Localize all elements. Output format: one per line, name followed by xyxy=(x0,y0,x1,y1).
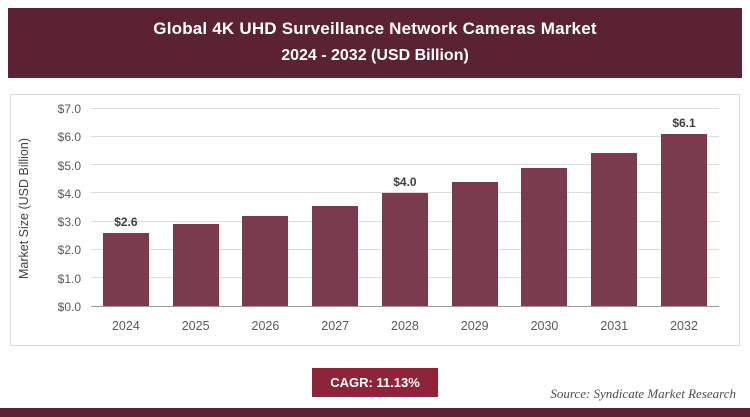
bar-value-label: $4.0 xyxy=(393,175,417,190)
bar-value-label: $6.1 xyxy=(672,116,696,131)
bar-2029 xyxy=(451,182,498,306)
plot-area: $2.6 $4.0 $6.1 xyxy=(91,108,719,307)
x-tick-label-2028: 2028 xyxy=(391,319,419,333)
bottom-accent-bar xyxy=(0,408,750,417)
x-tick-label-2024: 2024 xyxy=(111,319,140,333)
bar-2030 xyxy=(521,168,568,306)
bar-group-2026 xyxy=(242,109,289,306)
bar-2024 xyxy=(102,232,149,306)
bar-group-2027 xyxy=(312,109,359,306)
y-tick-label: $4.0 xyxy=(57,186,81,201)
y-tick-label: $0.0 xyxy=(57,300,81,314)
chart-header: Global 4K UHD Surveillance Network Camer… xyxy=(8,8,742,78)
chart-container: Market Size (USD Billion) $0.0 $1.0 $2.0 $3… xyxy=(10,94,740,346)
gridline xyxy=(91,136,719,138)
gridline xyxy=(91,164,719,166)
bar-group-2032: $6.1 xyxy=(661,109,707,306)
bar-2026 xyxy=(242,215,289,306)
bar-2025 xyxy=(172,224,219,306)
y-axis-ticks: $0.0 $1.0 $2.0 $3.0 $4.0 $5.0 $6.0 $7.0 xyxy=(45,102,85,314)
gridline xyxy=(91,192,719,194)
bar-2027 xyxy=(312,206,359,306)
x-tick-label-2030: 2030 xyxy=(530,319,559,333)
x-tick-label-2032: 2032 xyxy=(670,319,698,333)
x-tick-label-2029: 2029 xyxy=(460,319,489,333)
bar-group-2024: $2.6 xyxy=(102,109,149,306)
y-tick-label: $1.0 xyxy=(57,271,81,286)
y-axis-title: Market Size (USD Billion) xyxy=(17,137,31,279)
bars-group: $2.6 $4.0 $6.1 xyxy=(91,109,719,306)
bar-group-2029 xyxy=(451,109,498,306)
x-tick-label-2031: 2031 xyxy=(600,319,629,333)
bar-2032 xyxy=(661,134,707,306)
bar-group-2028: $4.0 xyxy=(381,109,428,306)
bar-group-2031 xyxy=(591,109,638,306)
y-tick-label: $3.0 xyxy=(57,215,81,230)
x-tick-label-2027: 2027 xyxy=(321,319,350,333)
cagr-badge: CAGR: 11.13% xyxy=(312,368,438,397)
source-text: Source: Syndicate Market Research xyxy=(550,386,736,401)
y-tick-label: $7.0 xyxy=(57,102,81,116)
chart-title: Global 4K UHD Surveillance Network Camer… xyxy=(153,19,597,38)
x-tick-label-2025: 2025 xyxy=(181,319,210,333)
gridline xyxy=(91,108,719,109)
bar-2031 xyxy=(591,152,638,306)
chart-subtitle: 2024 - 2032 (USD Billion) xyxy=(281,47,469,64)
y-tick-label: $2.0 xyxy=(57,243,81,258)
chart-footer: CAGR: 11.13% Source: Syndicate Market Re… xyxy=(0,368,750,404)
bar-group-2030 xyxy=(521,109,568,306)
y-tick-label: $6.0 xyxy=(57,130,81,145)
bar-value-label: $2.6 xyxy=(114,214,138,229)
bar-group-2025 xyxy=(172,109,219,306)
bar-2028 xyxy=(381,193,428,306)
y-tick-label: $5.0 xyxy=(57,158,81,173)
x-axis-labels: 2024 2025 2026 2027 2028 2029 2030 2031 2032 xyxy=(91,319,719,337)
x-tick-label-2026: 2026 xyxy=(251,319,280,333)
